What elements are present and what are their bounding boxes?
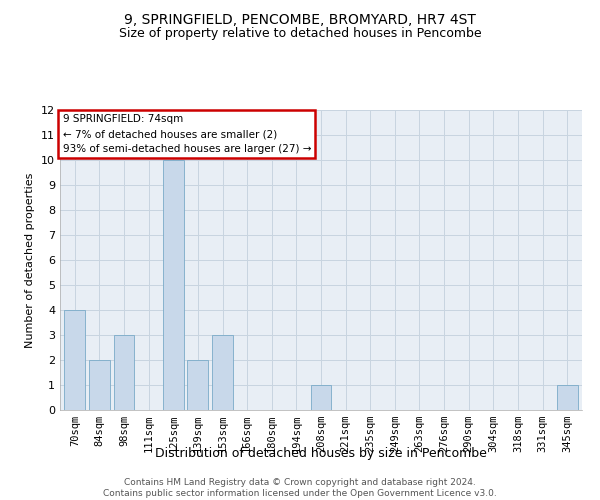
Bar: [311, 385, 331, 410]
Bar: [89, 360, 110, 410]
Y-axis label: Number of detached properties: Number of detached properties: [25, 172, 35, 348]
Text: Distribution of detached houses by size in Pencombe: Distribution of detached houses by size …: [155, 448, 487, 460]
Bar: [163, 160, 184, 410]
Text: 9, SPRINGFIELD, PENCOMBE, BROMYARD, HR7 4ST: 9, SPRINGFIELD, PENCOMBE, BROMYARD, HR7 …: [124, 12, 476, 26]
Bar: [113, 335, 134, 410]
Text: Contains HM Land Registry data © Crown copyright and database right 2024.
Contai: Contains HM Land Registry data © Crown c…: [103, 478, 497, 498]
Bar: [187, 360, 208, 410]
Text: 9 SPRINGFIELD: 74sqm
← 7% of detached houses are smaller (2)
93% of semi-detache: 9 SPRINGFIELD: 74sqm ← 7% of detached ho…: [62, 114, 311, 154]
Bar: [212, 335, 233, 410]
Text: Size of property relative to detached houses in Pencombe: Size of property relative to detached ho…: [119, 28, 481, 40]
Bar: [64, 310, 85, 410]
Bar: [557, 385, 578, 410]
